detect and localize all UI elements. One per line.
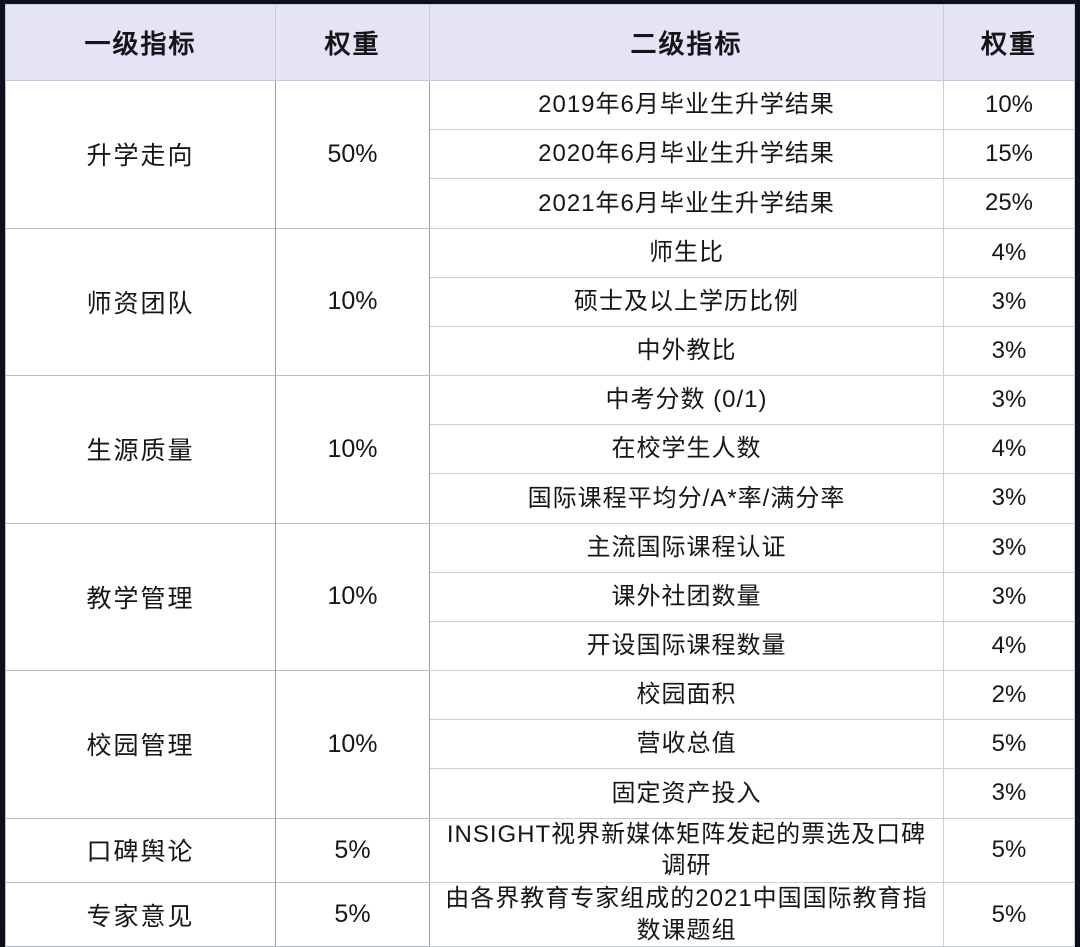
primary-indicator-cell: 升学走向 — [5, 80, 276, 229]
secondary-weight-cell: 25% — [943, 178, 1075, 229]
primary-indicator-cell: 校园管理 — [5, 670, 276, 819]
primary-indicator-cell: 口碑舆论 — [5, 817, 276, 883]
secondary-weight-cell: 2% — [943, 670, 1075, 721]
table-body: 升学走向 50% 2019年6月毕业生升学结果 10% 2020年6月毕业生升学结果 15… — [5, 79, 1075, 947]
secondary-weight-cell: 4% — [943, 227, 1075, 278]
secondary-indicator-cell: 中外教比 — [429, 325, 944, 377]
table-row: 中外教比 3% — [6, 325, 1075, 377]
secondary-indicator-cell: 主流国际课程认证 — [429, 522, 944, 573]
secondary-indicator-cell: INSIGHT视界新媒体矩阵发起的票选及口碑调研 — [429, 817, 944, 883]
secondary-weight-cell: 4% — [943, 424, 1075, 475]
primary-weight-cell: 10% — [275, 522, 430, 672]
secondary-indicator-cell: 由各界教育专家组成的2021中国国际教育指数课题组 — [429, 881, 944, 947]
primary-weight-cell: 10% — [275, 375, 430, 524]
secondary-indicator-cell: 国际课程平均分/A*率/满分率 — [429, 473, 944, 524]
secondary-weight-cell: 3% — [943, 375, 1075, 426]
secondary-weight-cell: 3% — [943, 325, 1075, 377]
primary-indicator-cell: 生源质量 — [5, 375, 276, 524]
secondary-weight-cell: 5% — [943, 719, 1075, 770]
header-secondary-indicator: 二级指标 — [429, 4, 944, 81]
secondary-weight-cell: 3% — [943, 768, 1075, 819]
primary-weight-cell: 50% — [275, 80, 430, 229]
secondary-weight-cell: 3% — [943, 571, 1075, 622]
secondary-indicator-cell: 2020年6月毕业生升学结果 — [429, 129, 944, 180]
primary-weight-cell: 10% — [275, 670, 430, 819]
table-row: 口碑舆论 5% INSIGHT视界新媒体矩阵发起的票选及口碑调研 5% — [5, 817, 1075, 883]
secondary-indicator-cell: 中考分数 (0/1) — [429, 375, 944, 426]
secondary-weight-cell: 3% — [943, 276, 1075, 327]
secondary-indicator-cell: 校园面积 — [429, 670, 944, 721]
secondary-weight-cell: 3% — [943, 522, 1075, 573]
table-row: 专家意见 5% 由各界教育专家组成的2021中国国际教育指数课题组 5% — [5, 881, 1075, 947]
header-primary-weight: 权重 — [275, 4, 430, 81]
table-row: 课外社团数量 3% — [6, 571, 1075, 622]
table-row: 在校学生人数 4% — [6, 424, 1075, 475]
table-row: 校园管理 10% 校园面积 2% — [5, 670, 1075, 819]
indicator-weights-table: 一级指标 权重 二级指标 权重 升学走向 50% 2019年6月毕业生升学结果 10%… — [5, 4, 1075, 947]
secondary-indicator-cell: 在校学生人数 — [429, 424, 944, 475]
secondary-weight-cell: 5% — [943, 817, 1075, 883]
table-frame: 一级指标 权重 二级指标 权重 升学走向 50% 2019年6月毕业生升学结果 10%… — [5, 4, 1075, 947]
table-row: 2020年6月毕业生升学结果 15% — [6, 129, 1075, 180]
table-row: 硕士及以上学历比例 3% — [6, 276, 1075, 327]
secondary-indicator-cell: 2021年6月毕业生升学结果 — [429, 178, 944, 229]
primary-indicator-cell: 师资团队 — [5, 227, 276, 377]
table-row: 固定资产投入 3% — [6, 768, 1075, 819]
table-row: 师资团队 10% 师生比 4% — [5, 227, 1075, 377]
header-row: 一级指标 权重 二级指标 权重 — [5, 4, 1075, 81]
header-secondary-weight: 权重 — [943, 4, 1075, 81]
secondary-indicator-cell: 硕士及以上学历比例 — [429, 276, 944, 327]
primary-indicator-cell: 专家意见 — [5, 881, 276, 947]
secondary-indicator-cell: 营收总值 — [429, 719, 944, 770]
header-primary-indicator: 一级指标 — [5, 4, 276, 81]
secondary-weight-cell: 10% — [943, 79, 1075, 131]
primary-weight-cell: 10% — [275, 227, 430, 377]
secondary-indicator-cell: 师生比 — [429, 227, 944, 278]
table-row: 升学走向 50% 2019年6月毕业生升学结果 10% — [5, 79, 1075, 229]
table-row: 生源质量 10% 中考分数 (0/1) 3% — [5, 375, 1075, 524]
table-row: 教学管理 10% 主流国际课程认证 3% — [5, 522, 1075, 672]
primary-weight-cell: 5% — [275, 817, 430, 883]
secondary-weight-cell: 3% — [943, 473, 1075, 524]
secondary-weight-cell: 15% — [943, 129, 1075, 180]
table-header: 一级指标 权重 二级指标 权重 — [5, 4, 1075, 81]
secondary-indicator-cell: 开设国际课程数量 — [429, 620, 944, 672]
primary-indicator-cell: 教学管理 — [5, 522, 276, 672]
primary-weight-cell: 5% — [275, 881, 430, 947]
table-row: 国际课程平均分/A*率/满分率 3% — [6, 473, 1075, 524]
secondary-indicator-cell: 固定资产投入 — [429, 768, 944, 819]
secondary-indicator-cell: 2019年6月毕业生升学结果 — [429, 79, 944, 131]
secondary-weight-cell: 4% — [943, 620, 1075, 672]
secondary-indicator-cell: 课外社团数量 — [429, 571, 944, 622]
secondary-weight-cell: 5% — [943, 881, 1075, 947]
